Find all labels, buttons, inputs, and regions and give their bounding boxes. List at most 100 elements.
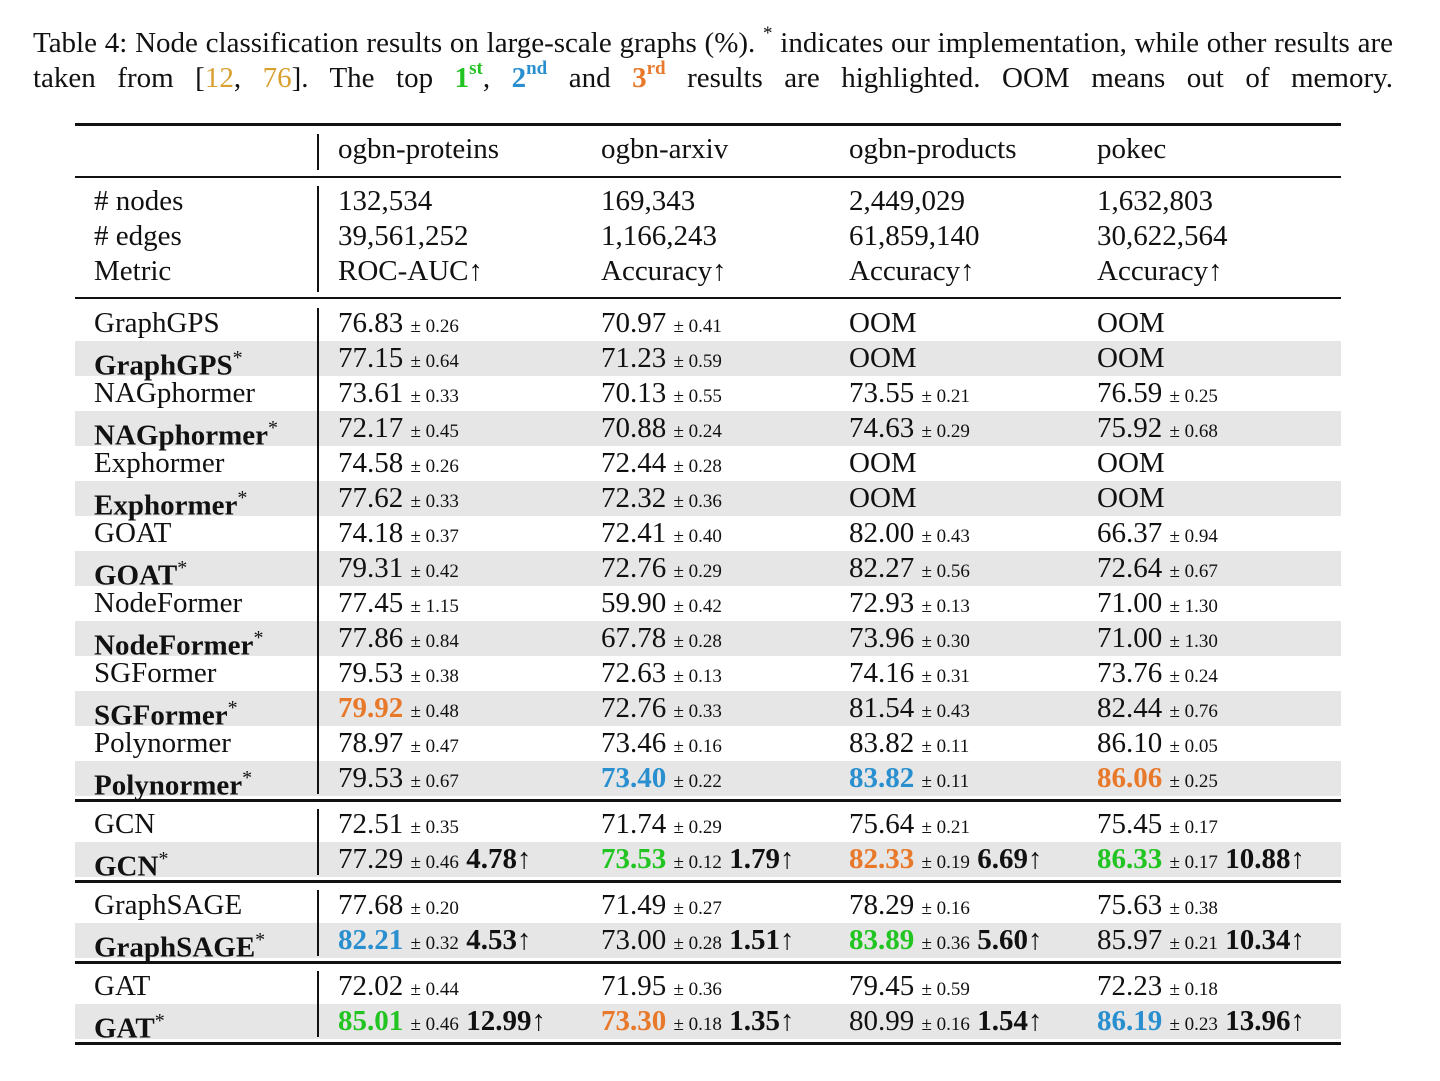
table-rule (75, 123, 1341, 126)
citation-link[interactable]: 76 (262, 62, 292, 94)
table-row: GCN 72.51 ± 0.35 71.74 ± 0.29 75.64 ± 0.21 7… (75, 807, 1341, 842)
result-value: 86.33 (1097, 843, 1163, 875)
std-value: ± 0.42 (673, 596, 722, 617)
table-rule (75, 297, 1341, 299)
result-cell: 83.89 ± 0.36 5.60↑ (849, 923, 1042, 961)
table-row: Polynormer 78.97 ± 0.47 73.46 ± 0.16 83.82 … (75, 726, 1341, 761)
table-caption: Table 4: Node classification results on … (33, 24, 1393, 96)
stats-row: # nodes 132,534 169,343 2,449,029 1,632,803 (75, 184, 1341, 219)
ours-marker: * (237, 487, 248, 509)
result-value: 72.23 (1097, 970, 1163, 1002)
result-value: 72.32 (601, 482, 667, 514)
result-cell: 67.78 ± 0.28 (601, 621, 722, 659)
column-header: ogbn-arxiv (601, 133, 729, 165)
result-cell: 86.33 ± 0.17 10.88↑ (1097, 842, 1305, 880)
result-value: 70.13 (601, 377, 667, 409)
table-row: GraphGPS* 77.15 ± 0.64 71.23 ± 0.59 OOM OOM (75, 341, 1341, 382)
result-cell: 72.41 ± 0.40 (601, 516, 722, 554)
result-cell: OOM (849, 306, 917, 341)
result-value: 76.59 (1097, 377, 1163, 409)
stat-value: ROC-AUC↑ (338, 255, 484, 287)
table-row: NAGphormer 73.61 ± 0.33 70.13 ± 0.55 73.55 … (75, 376, 1341, 411)
stat-value: 169,343 (601, 185, 696, 217)
ours-marker: * (267, 417, 278, 439)
result-cell: 76.59 ± 0.25 (1097, 376, 1218, 414)
result-cell: 82.27 ± 0.56 (849, 551, 970, 589)
model-name: GAT (94, 970, 151, 1002)
result-cell: 72.17 ± 0.45 (338, 411, 459, 449)
citation-link[interactable]: 12 (204, 62, 234, 94)
result-cell: 74.18 ± 0.37 (338, 516, 459, 554)
stat-value: 1,166,243 (601, 220, 717, 252)
std-value: ± 0.47 (410, 736, 459, 757)
improvement-value: 4.53↑ (466, 924, 532, 956)
table-rule (75, 961, 1341, 964)
column-header: pokec (1097, 133, 1167, 165)
result-cell: 82.21 ± 0.32 4.53↑ (338, 923, 531, 961)
std-value: ± 0.43 (921, 526, 970, 547)
row-label: Metric (94, 255, 172, 287)
std-value: ± 0.28 (673, 631, 722, 652)
std-value: ± 0.40 (673, 526, 722, 547)
stat-value: Accuracy↑ (601, 255, 727, 287)
std-value: ± 0.42 (410, 561, 459, 582)
first-sup: st (469, 58, 483, 80)
result-value: 75.64 (849, 808, 915, 840)
result-cell: 72.64 ± 0.67 (1097, 551, 1218, 589)
result-cell: 82.33 ± 0.19 6.69↑ (849, 842, 1042, 880)
result-value: 79.31 (338, 552, 404, 584)
improvement-value: 4.78↑ (466, 843, 532, 875)
result-cell: 76.83 ± 0.26 (338, 306, 459, 344)
result-value: 74.63 (849, 412, 915, 444)
ours-marker: * (232, 347, 243, 369)
table-row: GraphSAGE* 82.21 ± 0.32 4.53↑ 73.00 ± 0.28… (75, 923, 1341, 964)
result-value: 73.30 (601, 1005, 667, 1037)
result-value: 85.97 (1097, 924, 1163, 956)
stat-value: 30,622,564 (1097, 220, 1228, 252)
result-value: 59.90 (601, 587, 667, 619)
result-cell: 77.15 ± 0.64 (338, 341, 459, 379)
std-value: ± 0.84 (410, 631, 459, 652)
result-value: 83.82 (849, 727, 915, 759)
result-cell: OOM (849, 341, 917, 376)
result-value: 71.74 (601, 808, 667, 840)
result-value: 82.33 (849, 843, 915, 875)
std-value: ± 0.68 (1169, 421, 1218, 442)
std-value: ± 0.32 (410, 933, 459, 954)
caption-text: and (547, 62, 633, 94)
std-value: ± 0.48 (410, 701, 459, 722)
result-cell: 75.92 ± 0.68 (1097, 411, 1218, 449)
result-cell: 86.10 ± 0.05 (1097, 726, 1218, 764)
table-row: Exphormer* 77.62 ± 0.33 72.32 ± 0.36 OOM OOM (75, 481, 1341, 522)
std-value: ± 0.94 (1169, 526, 1218, 547)
std-value: ± 0.31 (921, 666, 970, 687)
result-value: 79.53 (338, 657, 404, 689)
result-cell: 77.62 ± 0.33 (338, 481, 459, 519)
result-cell: 71.00 ± 1.30 (1097, 586, 1218, 624)
model-name: NodeFormer* (94, 627, 264, 662)
result-value: 73.76 (1097, 657, 1163, 689)
result-cell: 83.82 ± 0.11 (849, 726, 969, 764)
result-value: OOM (1097, 342, 1165, 374)
model-name: NodeFormer (94, 587, 243, 619)
model-name: SGFormer* (94, 697, 238, 732)
std-value: ± 0.46 (410, 852, 459, 873)
caption-text: , (482, 62, 512, 94)
std-value: ± 0.26 (410, 456, 459, 477)
result-cell: 83.82 ± 0.11 (849, 761, 969, 799)
result-cell: 74.58 ± 0.26 (338, 446, 459, 484)
result-cell: 59.90 ± 0.42 (601, 586, 722, 624)
result-value: 73.55 (849, 377, 915, 409)
std-value: ± 0.36 (673, 491, 722, 512)
std-value: ± 0.12 (673, 852, 722, 873)
result-value: 71.00 (1097, 622, 1163, 654)
stats-row: Metric ROC-AUC↑ Accuracy↑ Accuracy↑ Accuracy… (75, 254, 1341, 289)
std-value: ± 0.25 (1169, 386, 1218, 407)
caption-text: , (233, 62, 263, 94)
result-cell: 73.30 ± 0.18 1.35↑ (601, 1004, 794, 1042)
std-value: ± 0.64 (410, 351, 459, 372)
column-divider (317, 971, 319, 1037)
std-value: ± 0.16 (921, 898, 970, 919)
stat-value: Accuracy↑ (849, 255, 975, 287)
result-value: 79.53 (338, 762, 404, 794)
